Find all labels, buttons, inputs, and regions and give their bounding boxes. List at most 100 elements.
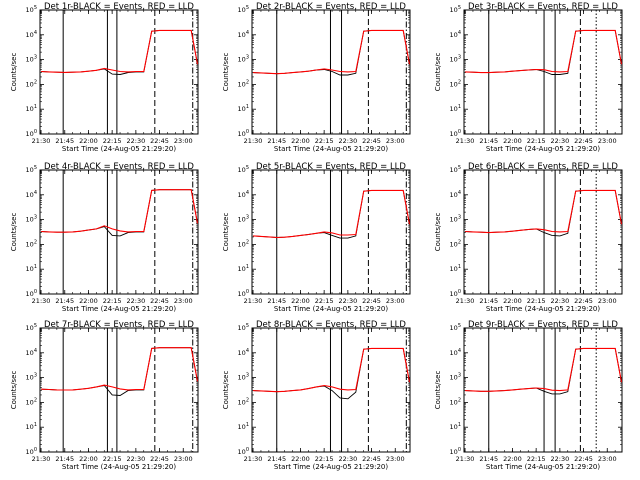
y-tick-base: 10 xyxy=(26,349,34,357)
x-tick-label: 22:15 xyxy=(315,137,334,145)
y-tick-label: 103 xyxy=(450,373,461,382)
y-tick-base: 10 xyxy=(26,324,34,332)
x-tick-label: 22:15 xyxy=(527,297,546,305)
y-tick-label: 102 xyxy=(450,79,461,88)
x-tick-label: 22:30 xyxy=(550,137,569,145)
panel-title: Det 6r-BLACK = Events, RED = LLD xyxy=(468,162,618,172)
y-tick-exponent: 5 xyxy=(246,323,249,329)
y-tick-exponent: 4 xyxy=(34,348,37,354)
x-axis-label: Start Time (24-Aug-05 21:29:20) xyxy=(62,145,176,153)
y-tick-label: 101 xyxy=(238,264,249,273)
y-tick-label: 103 xyxy=(238,215,249,224)
x-tick-label: 22:00 xyxy=(503,297,522,305)
x-tick-label: 21:30 xyxy=(456,297,475,305)
y-tick-exponent: 5 xyxy=(34,5,37,11)
y-tick-base: 10 xyxy=(450,130,458,138)
y-tick-label: 102 xyxy=(238,397,249,406)
y-tick-label: 101 xyxy=(450,104,461,113)
panel-title: Det 4r-BLACK = Events, RED = LLD xyxy=(44,162,194,172)
y-tick-label: 104 xyxy=(26,30,37,39)
x-tick-label: 22:00 xyxy=(79,455,98,463)
x-axis-label: Start Time (24-Aug-05 21:29:20) xyxy=(486,463,600,471)
panel-title: Det 5r-BLACK = Events, RED = LLD xyxy=(256,162,406,172)
y-tick-exponent: 4 xyxy=(246,348,249,354)
x-tick-label: 23:00 xyxy=(598,297,617,305)
y-tick-label: 102 xyxy=(238,239,249,248)
y-tick-label: 100 xyxy=(450,447,461,456)
y-tick-label: 100 xyxy=(238,129,249,138)
x-tick-label: 22:00 xyxy=(291,297,310,305)
x-tick-label: 21:45 xyxy=(479,455,498,463)
y-tick-label: 103 xyxy=(450,55,461,64)
y-tick-exponent: 0 xyxy=(246,129,249,135)
y-tick-label: 102 xyxy=(26,79,37,88)
series-line-events xyxy=(41,29,198,75)
x-tick-label: 21:30 xyxy=(244,137,263,145)
y-tick-exponent: 2 xyxy=(246,397,249,403)
x-tick-label: 22:45 xyxy=(574,297,593,305)
y-tick-label: 105 xyxy=(26,165,37,174)
plot-frame xyxy=(463,9,623,135)
y-tick-exponent: 5 xyxy=(458,323,461,329)
x-tick-label: 22:45 xyxy=(362,455,381,463)
series-line-lld xyxy=(465,29,623,74)
y-tick-exponent: 5 xyxy=(458,165,461,171)
y-tick-exponent: 2 xyxy=(458,239,461,245)
y-tick-base: 10 xyxy=(238,349,246,357)
y-tick-base: 10 xyxy=(450,191,458,199)
x-axis-label: Start Time (24-Aug-05 21:29:20) xyxy=(486,305,600,313)
x-tick-label: 22:15 xyxy=(315,455,334,463)
y-tick-label: 103 xyxy=(238,373,249,382)
y-tick-label: 102 xyxy=(26,397,37,406)
y-tick-label: 100 xyxy=(450,289,461,298)
y-tick-exponent: 3 xyxy=(246,55,249,61)
y-tick-exponent: 1 xyxy=(34,422,37,428)
y-tick-base: 10 xyxy=(238,216,246,224)
x-tick-label: 22:15 xyxy=(315,297,334,305)
y-tick-base: 10 xyxy=(450,265,458,273)
y-tick-label: 103 xyxy=(450,215,461,224)
y-tick-exponent: 3 xyxy=(246,215,249,221)
y-tick-base: 10 xyxy=(238,105,246,113)
y-tick-base: 10 xyxy=(450,166,458,174)
x-tick-label: 22:00 xyxy=(503,455,522,463)
x-tick-label: 22:30 xyxy=(126,137,145,145)
y-tick-label: 105 xyxy=(238,165,249,174)
x-tick-label: 21:30 xyxy=(456,137,475,145)
y-tick-label: 100 xyxy=(26,447,37,456)
y-axis-label: Counts/sec xyxy=(222,53,230,92)
x-tick-label: 23:00 xyxy=(174,297,193,305)
y-tick-base: 10 xyxy=(238,130,246,138)
y-axis-label: Counts/sec xyxy=(10,213,18,252)
y-tick-label: 100 xyxy=(238,289,249,298)
x-tick-label: 22:30 xyxy=(126,455,145,463)
y-axis-label: Counts/sec xyxy=(434,213,442,252)
y-tick-base: 10 xyxy=(238,324,246,332)
y-tick-label: 102 xyxy=(26,239,37,248)
series-line-lld xyxy=(253,189,411,239)
y-tick-label: 103 xyxy=(26,373,37,382)
y-tick-base: 10 xyxy=(450,216,458,224)
y-tick-label: 104 xyxy=(450,190,461,199)
x-tick-label: 21:30 xyxy=(244,455,263,463)
y-tick-label: 104 xyxy=(26,348,37,357)
x-tick-label: 21:30 xyxy=(456,455,475,463)
y-axis-label: Counts/sec xyxy=(434,53,442,92)
y-tick-base: 10 xyxy=(26,398,34,406)
y-tick-base: 10 xyxy=(450,374,458,382)
y-tick-label: 105 xyxy=(450,5,461,14)
x-tick-label: 22:30 xyxy=(126,297,145,305)
y-tick-exponent: 1 xyxy=(458,422,461,428)
y-tick-exponent: 4 xyxy=(34,30,37,36)
x-tick-label: 21:45 xyxy=(267,297,286,305)
y-tick-exponent: 0 xyxy=(34,129,37,135)
x-tick-label: 22:45 xyxy=(362,297,381,305)
plot-frame xyxy=(251,9,411,135)
y-tick-exponent: 1 xyxy=(34,264,37,270)
series-line-lld xyxy=(253,347,411,393)
x-tick-label: 22:15 xyxy=(527,455,546,463)
plot-frame xyxy=(39,327,199,453)
y-tick-label: 104 xyxy=(238,348,249,357)
x-tick-label: 21:45 xyxy=(55,137,74,145)
y-tick-exponent: 0 xyxy=(34,289,37,295)
